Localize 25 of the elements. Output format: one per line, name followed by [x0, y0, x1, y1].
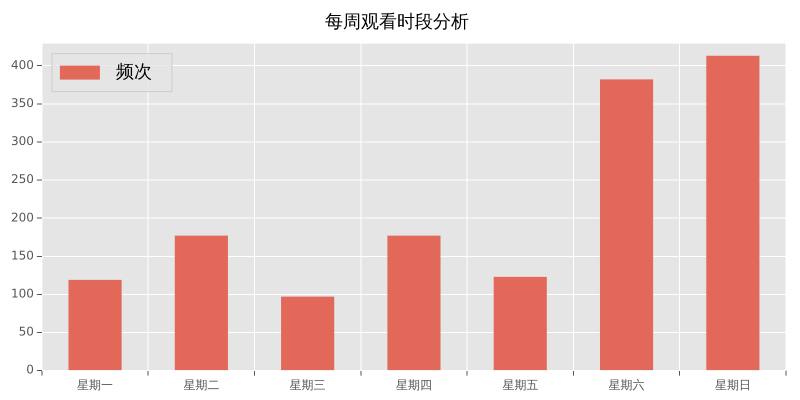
y-tick-label: 250 — [11, 172, 34, 186]
y-tick-label: 100 — [11, 286, 34, 300]
bar — [600, 79, 654, 370]
bar — [68, 280, 122, 370]
x-tick-label: 星期一 — [77, 378, 114, 392]
bar — [387, 236, 441, 370]
bar — [281, 296, 334, 370]
bar — [494, 276, 547, 370]
bar — [706, 56, 760, 370]
x-tick-label: 星期五 — [502, 378, 538, 392]
x-tick-label: 星期二 — [183, 378, 220, 392]
x-tick-label: 星期日 — [714, 378, 751, 392]
y-tick-label: 50 — [18, 324, 34, 339]
y-tick-label: 0 — [26, 362, 34, 377]
x-tick-label: 星期三 — [290, 378, 326, 392]
chart-title: 每周观看时段分析 — [325, 11, 469, 32]
y-tick-label: 200 — [11, 210, 34, 224]
y-tick-label: 150 — [11, 248, 34, 262]
x-tick-label: 星期六 — [608, 378, 645, 392]
y-tick-label: 300 — [11, 134, 34, 148]
y-tick-label: 350 — [11, 96, 34, 110]
x-tick-label: 星期四 — [396, 378, 432, 392]
bar — [174, 236, 228, 370]
legend-label: 频次 — [116, 61, 152, 82]
y-tick-label: 400 — [11, 58, 34, 72]
